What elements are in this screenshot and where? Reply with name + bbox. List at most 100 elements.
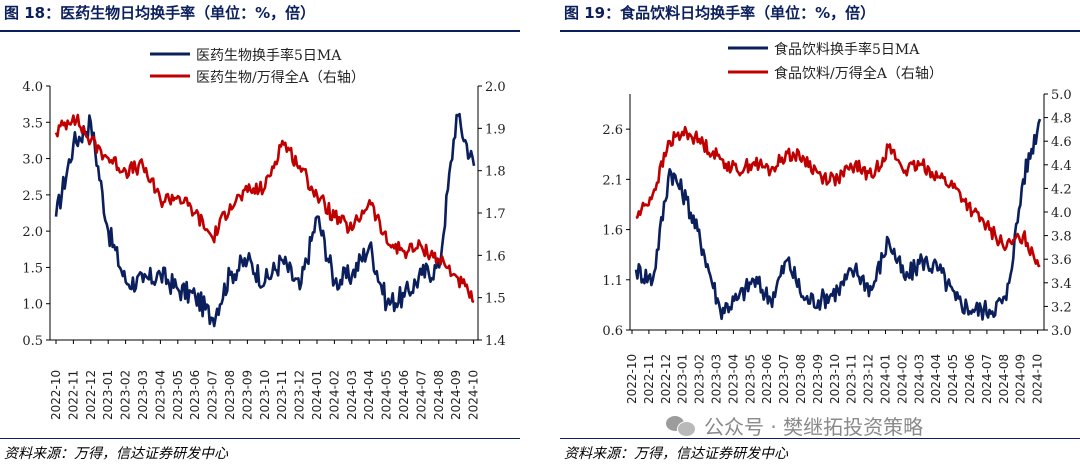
x-tick-label: 2023-04	[726, 354, 740, 404]
chart-panel-left: 图 18：医药生物日均换手率（单位：%，倍） 0.5 1.0 1.5 2.0 2.5 3.…	[0, 0, 520, 468]
x-tick-label: 2024-08	[997, 354, 1011, 404]
turnover-5d-ma-line	[634, 118, 1042, 321]
right-tick-label: 4.4	[1051, 159, 1072, 174]
legend-label: 医药生物换手率5日MA	[196, 47, 342, 64]
x-tick-label: 2024-03	[345, 370, 359, 420]
right-tick-label: 3.2	[1051, 300, 1072, 315]
right-tick-label: 4.2	[1051, 182, 1072, 197]
x-tick-label: 2024-06	[397, 370, 411, 420]
right-tick-label: 4.8	[1051, 112, 1072, 127]
x-tick-label: 2024-06	[963, 354, 977, 404]
x-tick-label: 2023-03	[136, 370, 150, 420]
x-tick-label: 2023-08	[794, 354, 808, 404]
right-tick-label: 3.6	[1051, 253, 1072, 268]
right-tick-label: 1.4	[485, 334, 506, 349]
x-tick-label: 2023-12	[862, 354, 876, 404]
right-tick-label: 1.9	[485, 122, 506, 137]
right-tick-label: 2.0	[485, 80, 506, 95]
left-tick-label: 2.0	[22, 225, 43, 240]
x-tick-label: 2024-07	[414, 370, 428, 420]
turnover-5d-ma-line	[54, 112, 476, 328]
watermark: 公众号 · 樊继拓投资策略	[666, 410, 923, 440]
figure-title: 图 18：医药生物日均换手率（单位：%，倍）	[4, 4, 316, 22]
chart-panel-right: 图 19：食品饮料日均换手率（单位：%，倍） 0.6 1.1 1.6 2.1 2.6 3.…	[560, 0, 1080, 468]
turnover-line-chart-pharma: 0.5 1.0 1.5 2.0 2.5 3.0 3.5 4.0 1.4 1.5 1.6 1.7 1.8 1…	[22, 47, 506, 420]
x-tick-label: 2024-04	[929, 354, 943, 404]
left-tick-label: 0.5	[22, 334, 43, 349]
x-tick-label: 2023-06	[760, 354, 774, 404]
right-tick-label: 1.7	[485, 207, 506, 222]
title-divider	[560, 30, 1080, 32]
x-tick-label: 2023-02	[693, 354, 707, 404]
x-tick-label: 2022-11	[66, 370, 80, 420]
x-tick-label: 2023-01	[676, 354, 690, 404]
x-tick-label: 2024-02	[895, 354, 909, 404]
left-tick-label: 2.1	[602, 173, 623, 188]
x-tick-label: 2023-02	[119, 370, 133, 420]
x-tick-label: 2023-07	[206, 370, 220, 420]
right-tick-label: 3.8	[1051, 230, 1072, 245]
x-tick-label: 2024-09	[1014, 354, 1028, 404]
x-tick-label: 2023-11	[845, 354, 859, 404]
x-tick-label: 2022-12	[84, 370, 98, 420]
source-note: 资料来源：万得，信达证券研发中心	[564, 446, 788, 462]
x-tick-label: 2023-10	[258, 370, 272, 420]
x-tick-label: 2024-07	[980, 354, 994, 404]
left-tick-label: 0.6	[602, 324, 623, 339]
right-tick-label: 4.0	[1051, 206, 1072, 221]
left-tick-label: 1.1	[602, 274, 623, 289]
x-tick-label: 2024-05	[946, 354, 960, 404]
x-tick-label: 2022-10	[625, 354, 639, 404]
x-tick-label: 2022-11	[642, 354, 656, 404]
x-tick-label: 2023-10	[828, 354, 842, 404]
x-tick-label: 2023-06	[188, 370, 202, 420]
source-divider	[0, 438, 520, 439]
x-tick-label: 2024-08	[432, 370, 446, 420]
left-tick-label: 1.5	[22, 261, 43, 276]
turnover-line-chart-food: 0.6 1.1 1.6 2.1 2.6 3.0 3.2 3.4 3.6 3.8 4.0 4.2 4.4 4…	[602, 41, 1072, 404]
legend-label: 食品饮料/万得全A（右轴）	[774, 65, 943, 82]
x-tick-label: 2022-12	[659, 354, 673, 404]
left-tick-label: 4.0	[22, 80, 43, 95]
x-tick-label: 2023-07	[777, 354, 791, 404]
legend-label: 食品饮料换手率5日MA	[774, 41, 920, 58]
left-tick-label: 1.6	[602, 224, 623, 239]
x-tick-label: 2023-05	[171, 370, 185, 420]
x-tick-label: 2024-02	[327, 370, 341, 420]
x-tick-label: 2023-11	[275, 370, 289, 420]
x-tick-label: 2024-05	[380, 370, 394, 420]
x-tick-label: 2024-10	[1031, 354, 1045, 404]
x-tick-label: 2023-04	[153, 370, 167, 420]
x-tick-label: 2023-08	[223, 370, 237, 420]
x-tick-label: 2022-10	[49, 370, 63, 420]
left-tick-label: 1.0	[22, 298, 43, 313]
figure-title: 图 19：食品饮料日均换手率（单位：%，倍）	[564, 4, 876, 22]
relative-ratio-line	[635, 125, 1041, 268]
x-tick-label: 2024-01	[879, 354, 893, 404]
x-tick-label: 2024-04	[362, 370, 376, 420]
x-tick-label: 2024-03	[912, 354, 926, 404]
x-tick-label: 2023-05	[743, 354, 757, 404]
x-tick-label: 2024-01	[310, 370, 324, 420]
left-tick-label: 3.5	[22, 116, 43, 131]
x-tick-label: 2024-10	[467, 370, 481, 420]
wechat-icon	[666, 414, 696, 437]
x-tick-label: 2023-01	[101, 370, 115, 420]
x-tick-label: 2023-12	[293, 370, 307, 420]
right-tick-label: 1.6	[485, 249, 506, 264]
left-tick-label: 2.6	[602, 123, 623, 138]
right-tick-label: 3.0	[1051, 324, 1072, 339]
left-tick-label: 2.5	[22, 189, 43, 204]
source-divider	[560, 438, 1080, 439]
right-tick-label: 4.6	[1051, 135, 1072, 150]
right-tick-label: 1.8	[485, 165, 506, 180]
legend-label: 医药生物/万得全A（右轴）	[196, 69, 365, 86]
x-tick-label: 2023-09	[811, 354, 825, 404]
x-tick-label: 2024-09	[449, 370, 463, 420]
source-note: 资料来源：万得，信达证券研发中心	[4, 446, 228, 462]
watermark-text: 公众号 · 樊继拓投资策略	[704, 414, 924, 439]
title-divider	[0, 30, 520, 32]
x-tick-label: 2023-03	[710, 354, 724, 404]
right-tick-label: 1.5	[485, 292, 506, 307]
left-tick-label: 3.0	[22, 153, 43, 168]
